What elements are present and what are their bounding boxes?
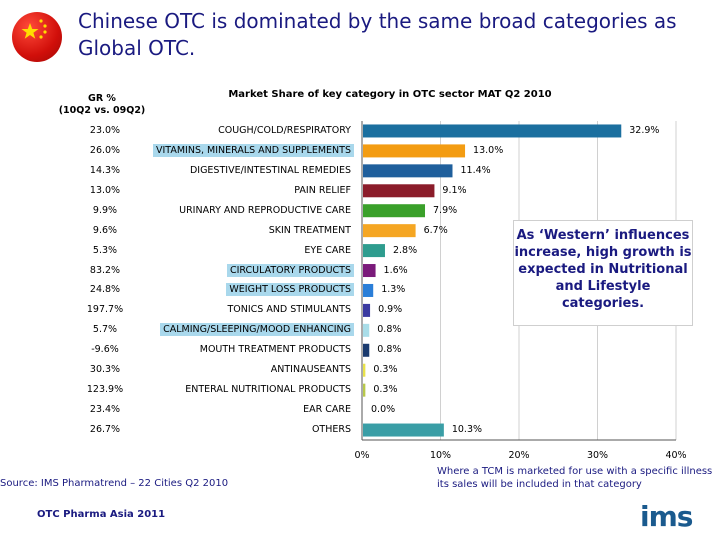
footnote: Where a TCM is marketed for use with a s… [437,466,713,490]
data-label: 11.4% [460,164,491,176]
bar [363,224,416,238]
x-tick-label: 30% [586,450,609,461]
x-tick-label: 0% [354,450,370,461]
bar [363,423,444,437]
bar [363,283,374,297]
growth-rate-label: 26.7% [89,424,121,436]
growth-rate-label: 83.2% [89,264,121,276]
category-label: EAR CARE [303,404,351,416]
growth-rate-label: 30.3% [89,364,121,376]
x-tick-label: 10% [429,450,452,461]
callout-note: As ‘Western’ influences increase, high g… [513,220,693,326]
category-label: TONICS AND STIMULANTS [227,304,351,316]
category-label: EYE CARE [304,244,351,256]
bar [363,264,376,278]
bar [363,184,435,198]
category-label: WEIGHT LOSS PRODUCTS [226,283,354,297]
growth-rate-label: 23.4% [89,404,121,416]
growth-rate-label: 23.0% [89,124,121,136]
growth-rate-label: 197.7% [86,304,124,316]
growth-rate-label: 5.7% [92,324,118,336]
data-label: 0.0% [371,404,396,416]
data-label: 7.9% [433,204,458,216]
growth-rate-label: 9.6% [92,224,118,236]
category-label: DIGESTIVE/INTESTINAL REMEDIES [189,164,351,176]
category-label: MOUTH TREATMENT PRODUCTS [199,344,351,356]
footer-label: OTC Pharma Asia 2011 [37,509,166,520]
data-label: 0.8% [377,324,402,336]
bar [363,323,370,337]
growth-rate-label: 24.8% [89,284,121,296]
data-label: 0.8% [377,344,402,356]
category-label: CIRCULATORY PRODUCTS [226,263,354,277]
growth-rate-label: 5.3% [92,244,118,256]
bar [363,383,366,397]
source-note: Source: IMS Pharmatrend – 22 Cities Q2 2… [0,478,229,489]
callout-note-text: As ‘Western’ influences increase, high g… [514,228,692,311]
growth-rate-label: -9.6% [91,344,119,356]
growth-header: GR % (10Q2 vs. 09Q2) [52,93,152,117]
category-label: COUGH/COLD/RESPIRATORY [218,124,351,136]
growth-header-period: (10Q2 vs. 09Q2) [58,105,146,116]
page-title: Chinese OTC is dominated by the same bro… [78,9,677,60]
bar [363,164,453,178]
data-label: 0.9% [378,304,403,316]
data-label: 1.3% [381,284,406,296]
bar [363,204,426,218]
growth-rate-label: 9.9% [92,204,118,216]
category-label: CALMING/SLEEPING/MOOD ENHANCING [160,323,354,337]
growth-rate-label: 26.0% [89,144,121,156]
data-label: 9.1% [442,184,467,196]
category-label: OTHERS [311,424,351,436]
bar [363,244,385,258]
category-label: VITAMINS, MINERALS AND SUPPLEMENTS [152,143,354,157]
data-label: 6.7% [423,224,448,236]
category-label: ANTINAUSEANTS [270,364,351,376]
data-label: 0.3% [373,364,398,376]
category-label: ENTERAL NUTRITIONAL PRODUCTS [185,384,351,396]
growth-rate-label: 123.9% [86,384,124,396]
data-label: 2.8% [392,244,418,256]
bar [363,363,366,377]
ims-logo: ims [640,500,693,533]
category-label: SKIN TREATMENT [268,224,351,236]
bar [363,303,371,317]
data-label: 13.0% [473,144,504,156]
category-label: URINARY AND REPRODUCTIVE CARE [179,204,351,216]
x-tick-label: 40% [665,450,687,461]
x-tick-label: 20% [508,450,530,461]
chart-title: Market Share of key category in OTC sect… [228,89,552,100]
data-label: 10.3% [451,424,483,436]
china-flag-icon [12,12,62,62]
growth-header-label: GR % [88,93,116,104]
bar [363,144,466,158]
data-label: 32.9% [629,124,660,136]
data-label: 1.6% [383,264,408,276]
bar [363,343,370,357]
bar [363,124,622,138]
data-label: 0.3% [373,384,398,396]
growth-rate-label: 13.0% [89,184,121,196]
growth-rate-label: 14.3% [89,164,121,176]
category-label: PAIN RELIEF [294,184,351,196]
